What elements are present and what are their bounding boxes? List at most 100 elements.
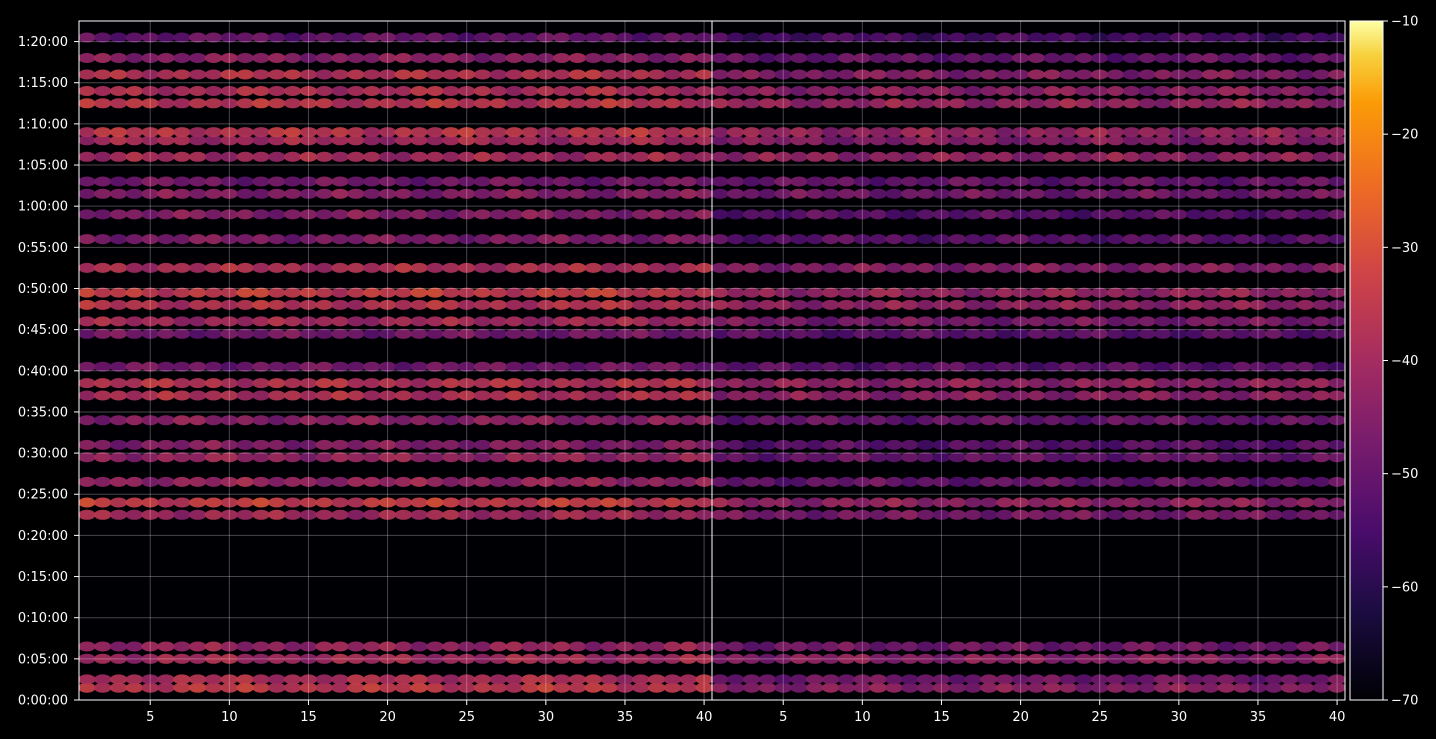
- heat-cell: [347, 328, 365, 339]
- heat-cell: [252, 361, 270, 372]
- heat-cell: [1186, 390, 1204, 401]
- heat-cell: [837, 234, 856, 245]
- heat-cell: [568, 476, 587, 487]
- heat-cell: [410, 151, 428, 162]
- heat-cell: [473, 135, 492, 146]
- heat-cell: [268, 234, 286, 245]
- heat-cell: [774, 415, 792, 426]
- heat-cell: [869, 653, 887, 664]
- heat-cell: [1249, 151, 1267, 162]
- heat-cell: [394, 69, 413, 80]
- heat-cell: [964, 497, 982, 508]
- heat-cell: [885, 69, 903, 80]
- heat-cell: [331, 361, 349, 372]
- heat-cell: [869, 53, 887, 63]
- heat-cell: [537, 176, 555, 187]
- heat-cell: [806, 476, 824, 487]
- heat-cell: [1027, 262, 1046, 273]
- heat-cell: [204, 209, 223, 220]
- heat-cell: [1059, 262, 1077, 273]
- heat-cell: [79, 674, 96, 685]
- heat-cell: [299, 390, 318, 401]
- heat-cell: [141, 287, 159, 298]
- heat-cell: [647, 262, 666, 273]
- heat-cell: [1011, 361, 1030, 372]
- heat-cell: [806, 299, 824, 310]
- heat-cell: [268, 378, 286, 389]
- heat-cell: [553, 151, 571, 162]
- heat-cell: [553, 452, 571, 463]
- heat-cell: [758, 497, 777, 508]
- heat-cell: [521, 176, 539, 187]
- heat-cell: [109, 378, 128, 389]
- heat-cell: [1265, 209, 1283, 220]
- heat-cell: [837, 497, 856, 508]
- heat-cell: [1280, 299, 1299, 310]
- heat-cell: [1201, 287, 1220, 298]
- heat-cell: [1280, 98, 1299, 109]
- heat-cell: [79, 378, 96, 389]
- heat-cell: [600, 287, 618, 298]
- heat-cell: [157, 188, 175, 199]
- heat-cell: [790, 439, 808, 450]
- heat-cell: [1154, 509, 1172, 520]
- heat-cell: [426, 378, 444, 389]
- heat-cell: [758, 135, 777, 146]
- heat-cell: [268, 439, 286, 450]
- heat-cell: [727, 151, 745, 162]
- heat-cell: [189, 361, 207, 372]
- heat-cell: [980, 98, 998, 109]
- heat-cell: [980, 234, 998, 245]
- heat-cell: [315, 390, 333, 401]
- heat-cell: [268, 390, 286, 401]
- heat-cell: [204, 452, 223, 463]
- heat-cell: [157, 452, 175, 463]
- heat-cell: [584, 234, 602, 245]
- heat-cell: [948, 476, 966, 487]
- heat-cell: [885, 151, 903, 162]
- heat-cell: [916, 641, 935, 652]
- heat-cell: [1091, 316, 1109, 327]
- heat-cell: [980, 390, 998, 401]
- heat-cell: [173, 98, 191, 109]
- heat-cell: [1186, 69, 1204, 80]
- heat-cell: [489, 390, 508, 401]
- heat-cell: [1091, 151, 1109, 162]
- heat-cell: [695, 262, 712, 273]
- heat-cell: [299, 299, 318, 310]
- heat-cell: [1328, 234, 1345, 245]
- heat-cell: [283, 476, 302, 487]
- heat-cell: [331, 653, 349, 664]
- heat-cell: [173, 415, 191, 426]
- heat-cell: [315, 176, 333, 187]
- heat-cell: [1233, 287, 1251, 298]
- heat-cell: [1249, 53, 1267, 63]
- heat-cell: [712, 188, 729, 199]
- heat-cell: [1091, 98, 1109, 109]
- heat-cell: [885, 641, 903, 652]
- heat-cell: [1233, 151, 1251, 162]
- heat-cell: [125, 497, 144, 508]
- heat-cell: [568, 135, 587, 146]
- heat-cell: [600, 509, 618, 520]
- heat-cell: [1170, 53, 1188, 63]
- heat-cell: [1170, 188, 1188, 199]
- y-tick-label: 0:35:00: [18, 405, 68, 420]
- heat-cell: [489, 378, 508, 389]
- heat-cell: [616, 452, 634, 463]
- heat-cell: [236, 127, 254, 138]
- heat-cell: [489, 32, 508, 43]
- heat-cell: [774, 378, 792, 389]
- heat-cell: [268, 176, 286, 187]
- heat-cell: [1280, 209, 1299, 220]
- heat-cell: [236, 151, 254, 162]
- heat-cell: [568, 262, 587, 273]
- heat-cell: [521, 415, 539, 426]
- heat-cell: [1312, 151, 1331, 162]
- heat-cell: [695, 682, 712, 693]
- heat-cell: [1186, 176, 1204, 187]
- heat-cell: [1106, 378, 1125, 389]
- heat-cell: [363, 176, 381, 187]
- heat-cell: [964, 378, 982, 389]
- heat-cell: [1075, 98, 1093, 109]
